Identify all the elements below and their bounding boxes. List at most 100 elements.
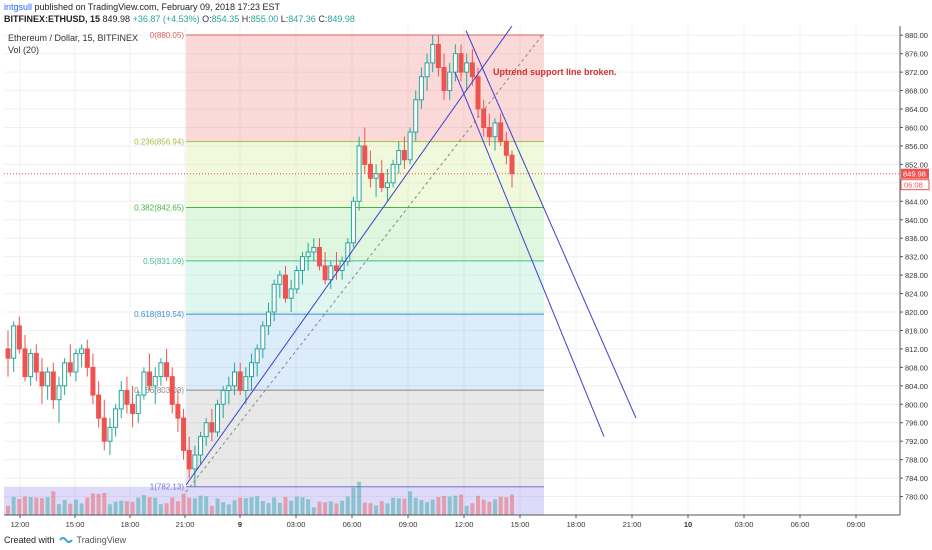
volume-bar xyxy=(391,497,396,515)
volume-bar xyxy=(226,504,231,515)
volume-bar xyxy=(22,496,27,515)
candle-body xyxy=(401,150,407,161)
candle-body xyxy=(186,449,192,470)
candle-body xyxy=(62,362,68,387)
volume-bar xyxy=(102,493,107,515)
author-link[interactable]: intgsull xyxy=(4,2,33,12)
volume-bar xyxy=(85,497,90,515)
volume-bar xyxy=(153,497,158,515)
x-tick-label: 18:00 xyxy=(567,520,586,529)
candle-body xyxy=(141,371,147,396)
candle-body xyxy=(447,71,453,92)
x-tick-label: 09:00 xyxy=(399,520,418,529)
created-with-text: Created with xyxy=(4,535,55,545)
symbol-info: BITFINEX:ETHUSD, 15 849.98 +36.87 (+4.53… xyxy=(4,14,355,24)
published-text: published on TradingView.com, February 0… xyxy=(34,2,281,12)
volume-bar xyxy=(328,501,333,515)
candle-body xyxy=(322,265,328,281)
downtrend-line-1 xyxy=(454,71,605,437)
candle-body xyxy=(367,163,373,179)
volume-bar xyxy=(300,497,305,515)
candle-body xyxy=(254,348,260,364)
volume-bar xyxy=(17,499,22,515)
x-tick-label: 12:00 xyxy=(11,520,30,529)
candle-body xyxy=(130,403,136,415)
volume-bar xyxy=(498,496,503,515)
candle-body xyxy=(294,270,300,290)
volume-bar xyxy=(481,499,486,515)
tradingview-brand[interactable]: TradingView xyxy=(76,535,127,545)
candle-body xyxy=(498,122,504,142)
volume-bar xyxy=(453,495,458,515)
volume-bar xyxy=(249,497,254,515)
last-price-tag-label: 849.98 xyxy=(903,170,926,179)
x-tick-label: 06:00 xyxy=(343,520,362,529)
candle-body xyxy=(475,76,481,110)
fib-label: 0.382(842.65) xyxy=(134,204,184,213)
y-tick-label: 844.00 xyxy=(905,197,928,206)
y-tick-label: 836.00 xyxy=(905,234,928,243)
volume-bar xyxy=(470,503,475,515)
volume-bar xyxy=(147,497,152,515)
y-tick-label: 840.00 xyxy=(905,216,928,225)
candle-body xyxy=(430,43,436,64)
volume-bar xyxy=(28,497,33,515)
y-tick-label: 868.00 xyxy=(905,87,928,96)
candle-body xyxy=(333,265,339,271)
candle-body xyxy=(379,173,385,188)
volume-bar xyxy=(396,498,401,515)
volume-bar xyxy=(294,496,299,515)
candle-body xyxy=(124,389,130,405)
candle-body xyxy=(220,389,226,405)
volume-bar xyxy=(209,505,214,515)
volume-bar xyxy=(476,495,481,515)
volume-bar xyxy=(311,507,316,515)
candle-body xyxy=(243,376,249,391)
countdown-tag xyxy=(900,179,930,191)
volume-bar xyxy=(408,491,413,515)
uptrend-line xyxy=(185,25,513,486)
y-tick-label: 876.00 xyxy=(905,50,928,59)
volume-bar xyxy=(374,505,379,515)
x-tick-label: 9 xyxy=(238,520,242,529)
volume-bar xyxy=(345,496,350,515)
candle-body xyxy=(50,371,56,401)
candle-body xyxy=(164,362,170,378)
candle-body xyxy=(79,348,85,355)
candle-body xyxy=(56,385,62,401)
candle-body xyxy=(311,246,317,253)
candle-body xyxy=(362,145,368,165)
y-tick-label: 804.00 xyxy=(905,382,928,391)
close-value: 849.98 xyxy=(327,14,355,24)
candle-body xyxy=(356,145,362,202)
candle-body xyxy=(101,417,107,442)
candle-body xyxy=(469,62,475,78)
fib-label: 1(782.13) xyxy=(150,483,185,492)
volume-bar xyxy=(73,499,78,515)
volume-bar xyxy=(204,496,209,515)
x-tick-label: 03:00 xyxy=(287,520,306,529)
volume-bar xyxy=(107,504,112,515)
candle-body xyxy=(147,371,153,387)
candle-body xyxy=(413,99,419,133)
y-tick-label: 828.00 xyxy=(905,271,928,280)
series-legend: Ethereum / Dollar, 15, BITFINEX xyxy=(8,33,139,43)
volume-bar xyxy=(277,502,282,515)
candle-body xyxy=(492,122,498,138)
candle-body xyxy=(158,362,164,378)
candle-body xyxy=(84,348,90,368)
x-tick-label: 15:00 xyxy=(66,520,85,529)
y-tick-label: 808.00 xyxy=(905,363,928,372)
candle-body xyxy=(396,150,402,165)
footer: Created with TradingView xyxy=(4,535,126,545)
volume-legend: Vol (20) xyxy=(8,45,40,55)
low-label: L: xyxy=(280,14,289,24)
candle-body xyxy=(328,265,334,281)
volume-bar xyxy=(357,481,362,515)
candle-body xyxy=(458,53,464,73)
low-value: 847.36 xyxy=(288,14,316,24)
volume-bar xyxy=(141,495,146,515)
volume-bar xyxy=(96,494,101,515)
fib-zone xyxy=(186,207,544,261)
